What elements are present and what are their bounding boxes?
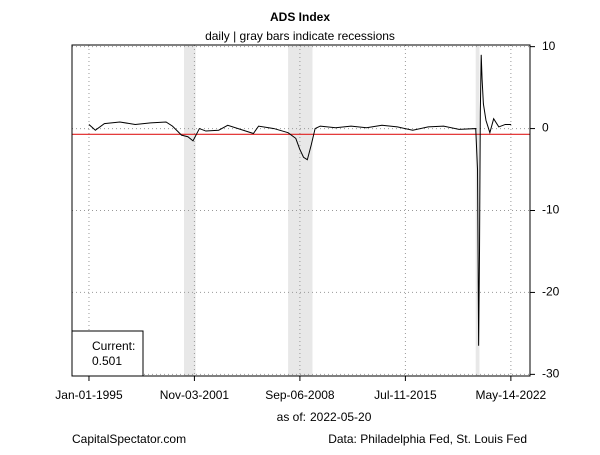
as-of-date: 2022-05-20	[310, 410, 372, 424]
y-tick-label: 10	[542, 39, 556, 53]
current-label: Current:	[92, 339, 135, 353]
source-left: CapitalSpectator.com	[72, 432, 186, 446]
source-right: Data: Philadelphia Fed, St. Louis Fed	[328, 432, 527, 446]
chart-title: ADS Index	[270, 10, 330, 24]
current-box	[71, 330, 144, 377]
x-tick-label: Jul-11-2015	[374, 388, 437, 402]
x-tick-label: May-14-2022	[476, 388, 547, 402]
x-tick-label: Jan-01-1995	[55, 388, 123, 402]
y-tick-label: -20	[542, 285, 560, 299]
x-tick-label: Nov-03-2001	[160, 388, 230, 402]
y-tick-label: 0	[542, 121, 549, 135]
recession-bar	[183, 45, 196, 376]
plot-frame	[71, 44, 531, 377]
y-tick-label: -30	[542, 367, 560, 381]
series-line	[88, 54, 512, 346]
chart-subtitle: daily | gray bars indicate recessions	[205, 29, 395, 43]
current-value: 0.501	[92, 354, 122, 368]
y-tick-label: -10	[542, 203, 560, 217]
x-tick-label: Sep-06-2008	[265, 388, 335, 402]
as-of-label: as of:	[277, 410, 306, 424]
